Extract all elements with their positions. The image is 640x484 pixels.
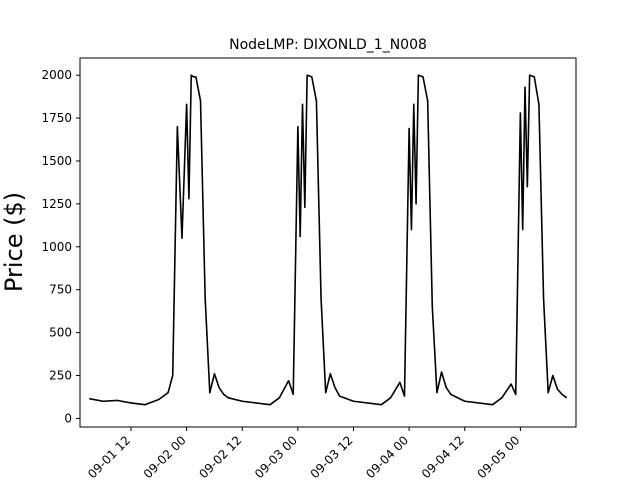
y-axis-label: Price ($) bbox=[0, 192, 28, 292]
x-tick-label: 09-03 00 bbox=[252, 433, 300, 480]
y-tick-label: 1250 bbox=[41, 197, 72, 211]
y-tick-label: 500 bbox=[49, 326, 72, 340]
x-tick-label: 09-04 00 bbox=[363, 433, 411, 480]
x-tick-label: 09-02 12 bbox=[196, 433, 244, 480]
y-tick-label: 1750 bbox=[41, 111, 72, 125]
y-tick-label: 2000 bbox=[41, 68, 72, 82]
y-tick-label: 750 bbox=[49, 283, 72, 297]
axes-frame bbox=[79, 57, 577, 428]
x-tick-label: 09-04 12 bbox=[419, 433, 467, 480]
x-tick-label: 09-02 00 bbox=[141, 433, 189, 480]
y-tick-label: 250 bbox=[49, 369, 72, 383]
y-tick-label: 0 bbox=[64, 411, 72, 425]
y-tick-label: 1500 bbox=[41, 154, 72, 168]
x-tick-label: 09-05 00 bbox=[474, 433, 522, 480]
y-tick-label: 1000 bbox=[41, 240, 72, 254]
x-tick-label: 09-01 12 bbox=[85, 433, 133, 480]
series-line-0 bbox=[89, 74, 568, 406]
x-tick-label: 09-03 12 bbox=[308, 433, 356, 480]
chart-title: NodeLMP: DIXONLD_1_N008 bbox=[229, 37, 427, 53]
